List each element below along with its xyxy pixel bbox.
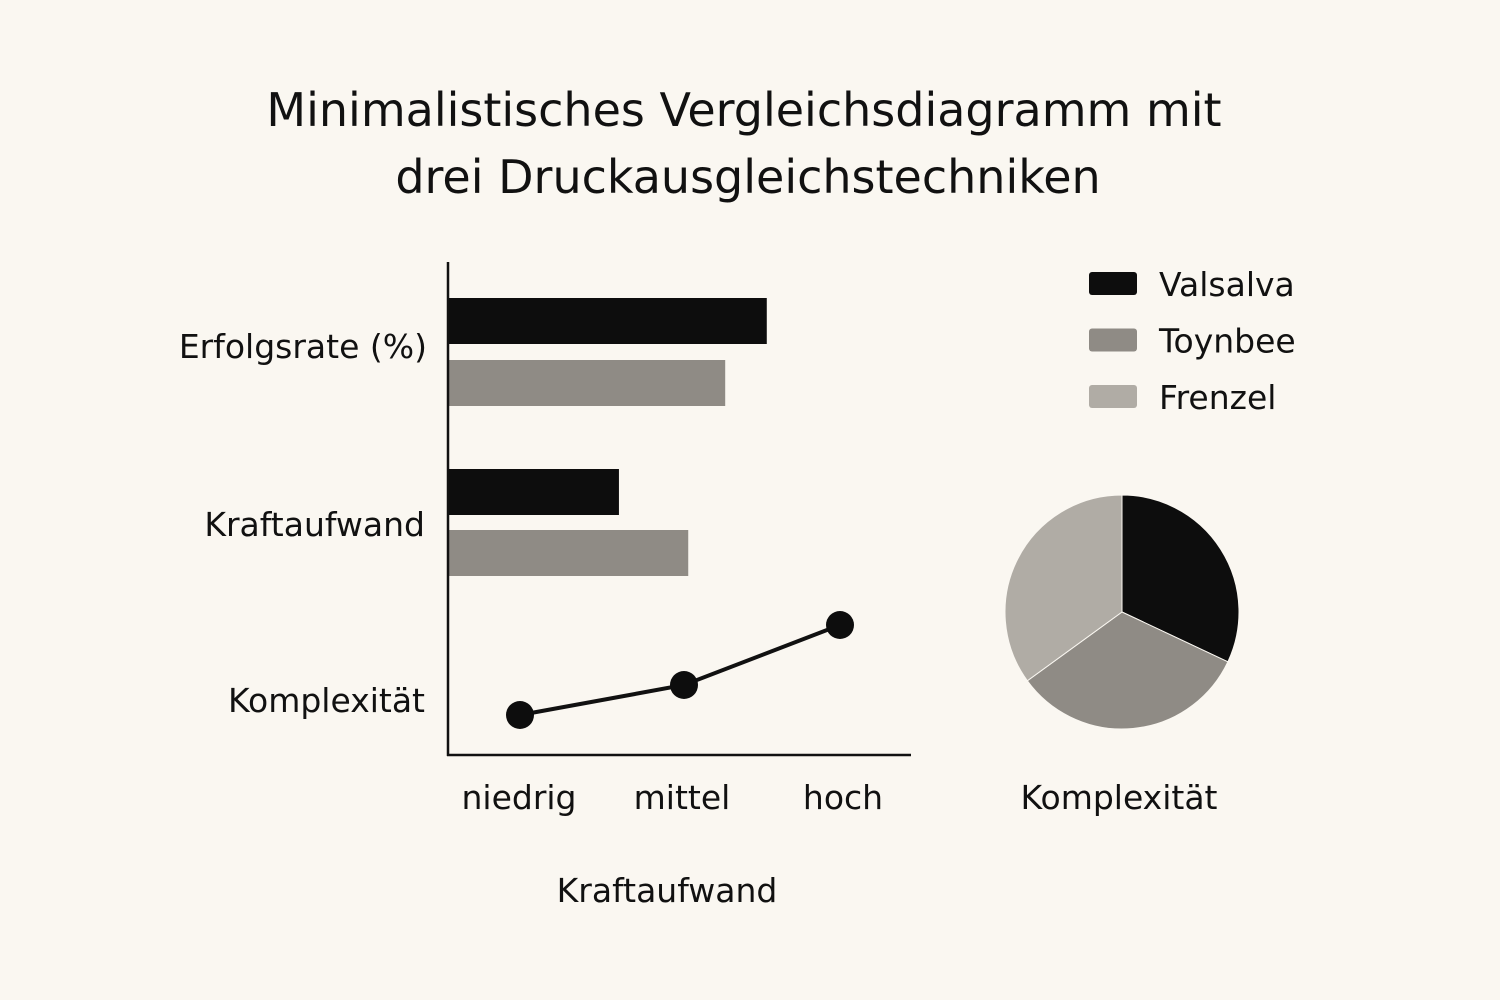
- legend: Valsalva Toynbee Frenzel: [1089, 265, 1296, 417]
- bar-toynbee-1: [448, 530, 689, 576]
- bar-toynbee-0: [448, 360, 726, 406]
- x-tick-mittel: mittel: [634, 778, 731, 817]
- x-tick-hoch: hoch: [803, 778, 883, 817]
- x-tick-niedrig: niedrig: [461, 778, 576, 817]
- bar-group: [448, 298, 767, 576]
- chart-title-line-1: Minimalistisches Vergleichsdiagramm mit: [266, 83, 1221, 137]
- legend-label-valsalva: Valsalva: [1159, 265, 1295, 304]
- line-point-hoch: [826, 611, 854, 639]
- line-series: [506, 611, 854, 729]
- chart-title-line-2: drei Druckausgleichstechniken: [395, 150, 1100, 204]
- category-label-komplexitaet: Komplexität: [228, 681, 425, 720]
- bar-valsalva-0: [448, 298, 767, 344]
- legend-label-frenzel: Frenzel: [1159, 378, 1276, 417]
- legend-label-toynbee: Toynbee: [1158, 322, 1296, 361]
- category-label-erfolgsrate: Erfolgsrate (%): [179, 327, 427, 366]
- pie-chart: [1004, 494, 1240, 730]
- bar-valsalva-1: [448, 469, 619, 515]
- pie-slice-valsalva: [1121, 494, 1240, 663]
- pie-label: Komplexität: [1021, 778, 1218, 817]
- x-axis-label: Kraftaufwand: [557, 871, 778, 910]
- category-label-kraftaufwand: Kraftaufwand: [204, 505, 425, 544]
- line-path: [519, 623, 841, 717]
- pie-slice-toynbee: [1026, 611, 1229, 730]
- legend-swatch-valsalva: [1089, 272, 1137, 295]
- line-point-niedrig: [506, 701, 534, 729]
- legend-swatch-toynbee: [1089, 328, 1137, 352]
- line-point-mittel: [670, 671, 698, 699]
- legend-swatch-frenzel: [1089, 385, 1137, 408]
- pie-slice-frenzel: [1004, 494, 1123, 682]
